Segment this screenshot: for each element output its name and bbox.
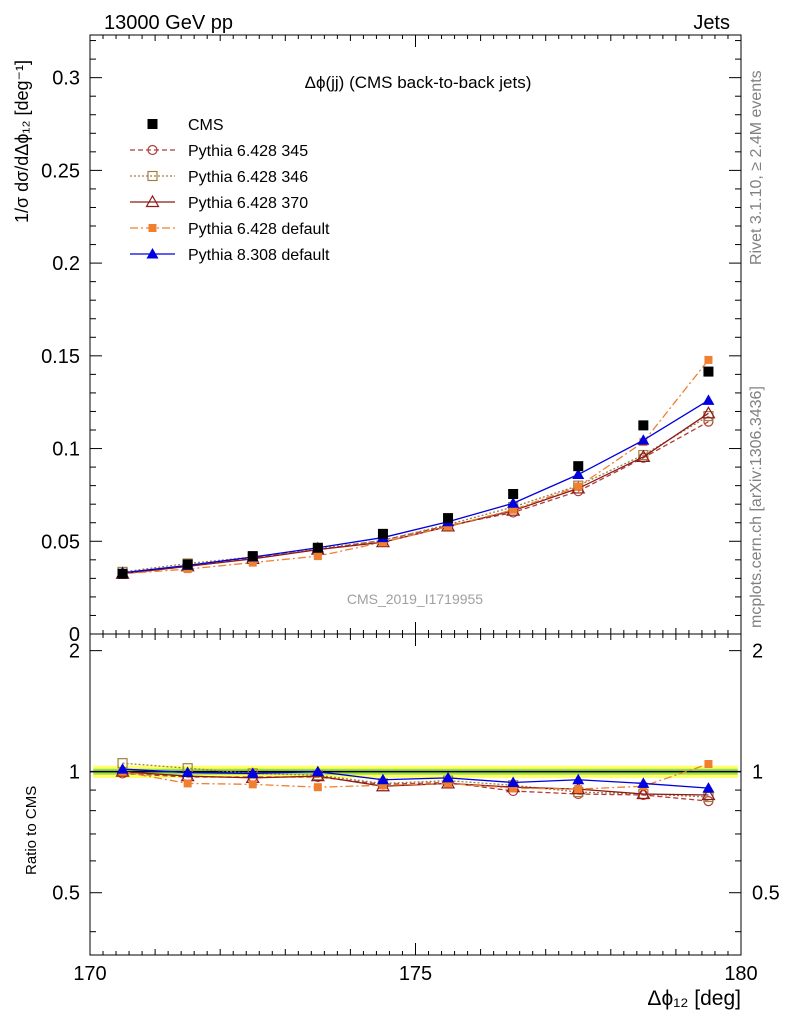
legend-marker-pythia-6-428-default bbox=[148, 224, 157, 232]
y-tick-label: 0.3 bbox=[52, 68, 80, 90]
point-cms bbox=[182, 559, 193, 570]
point-cms bbox=[377, 528, 388, 539]
point-pythia-6-428-default bbox=[704, 355, 713, 364]
series-line-pythia-6-428-370 bbox=[122, 412, 709, 575]
ratio-point-pythia-8-308-default bbox=[442, 771, 455, 783]
ratio-point-pythia-6-428-370 bbox=[636, 786, 651, 800]
y-tick-label: 0.15 bbox=[41, 346, 80, 368]
ratio-line-pythia-6-428-default bbox=[122, 763, 709, 790]
ratio-point-pythia-6-428-default bbox=[509, 784, 518, 793]
ratio-point-pythia-8-308-default bbox=[507, 776, 520, 787]
point-pythia-6-428-default bbox=[313, 552, 322, 561]
ratio-line-pythia-6-428-346 bbox=[122, 762, 709, 798]
ratio-point-pythia-8-308-default bbox=[702, 782, 715, 793]
series-line-pythia-6-428-default bbox=[122, 359, 709, 575]
legend-label-pythia-6-428-345: Pythia 6.428 345 bbox=[188, 143, 308, 160]
series-line-pythia-6-428-345 bbox=[122, 421, 709, 575]
ratio-point-pythia-8-308-default bbox=[311, 765, 324, 777]
y-tick-label: 0.2 bbox=[52, 253, 80, 275]
point-pythia-8-308-default bbox=[637, 434, 650, 445]
ratio-point-pythia-8-308-default bbox=[572, 773, 585, 785]
analysis-watermark: CMS_2019_I1719955 bbox=[347, 591, 483, 607]
legend-label-pythia-6-428-346: Pythia 6.428 346 bbox=[188, 169, 308, 186]
mcplots-label: mcplots.cern.ch [arXiv:1306.3436] bbox=[748, 386, 765, 628]
legend-marker-pythia-6-428-346 bbox=[147, 170, 158, 182]
x-axis-label: Δϕ₁₂ [deg] bbox=[647, 987, 741, 1010]
legend-marker-pythia-6-428-345 bbox=[147, 144, 158, 156]
point-pythia-8-308-default bbox=[572, 468, 585, 480]
point-pythia-6-428-370 bbox=[701, 406, 716, 419]
ratio-point-pythia-8-308-default bbox=[637, 777, 650, 788]
ratio-tick-label-right: 1 bbox=[752, 762, 763, 784]
legend-label-pythia-6-428-370: Pythia 6.428 370 bbox=[188, 195, 308, 212]
jets-label: Jets bbox=[693, 12, 730, 34]
legend-label-pythia-8-308-default: Pythia 8.308 default bbox=[188, 247, 330, 264]
series-line-pythia-6-428-346 bbox=[122, 415, 709, 573]
x-tick-label: 170 bbox=[73, 963, 106, 985]
point-pythia-6-428-370 bbox=[636, 449, 651, 462]
point-cms bbox=[312, 542, 323, 553]
point-pythia-6-428-default bbox=[378, 538, 387, 547]
legend-marker-pythia-6-428-370 bbox=[145, 194, 160, 208]
ratio-tick-label: 0.5 bbox=[52, 883, 80, 905]
ratio-point-pythia-8-308-default bbox=[376, 773, 389, 785]
point-pythia-6-428-default bbox=[509, 505, 518, 514]
point-cms bbox=[638, 420, 649, 431]
rivet-label: Rivet 3.1.10, ≥ 2.4M events bbox=[748, 70, 765, 265]
y-tick-label: 0 bbox=[69, 624, 80, 646]
main-panel: 0 0.05 0.1 0.15 0.2 0.25 0.3 Δϕ(jj) (CMS back-t… bbox=[12, 34, 742, 646]
point-pythia-6-428-default bbox=[248, 558, 257, 567]
point-cms bbox=[508, 488, 519, 499]
legend-label-cms: CMS bbox=[188, 117, 224, 134]
ratio-point-pythia-6-428-default bbox=[248, 780, 257, 789]
ratio-point-pythia-6-428-default bbox=[378, 781, 387, 790]
legend-marker-cms bbox=[147, 119, 158, 129]
ratio-line-pythia-8-308-default bbox=[122, 768, 709, 789]
ratio-point-pythia-8-308-default bbox=[246, 767, 259, 778]
point-pythia-6-428-345 bbox=[703, 416, 714, 427]
ratio-tick-label-right: 0.5 bbox=[752, 883, 780, 905]
series-line-pythia-8-308-default bbox=[122, 399, 709, 574]
plot-title: Δϕ(jj) (CMS back-to-back jets) bbox=[305, 73, 532, 92]
point-cms bbox=[247, 551, 258, 562]
collision-label: 13000 GeV pp bbox=[104, 12, 233, 34]
point-cms bbox=[117, 568, 128, 579]
ratio-tick-label: 2 bbox=[69, 641, 80, 663]
point-cms bbox=[703, 366, 714, 377]
point-cms bbox=[573, 461, 584, 472]
ratio-axis-label: Ratio to CMS bbox=[23, 786, 40, 875]
ratio-point-pythia-8-308-default bbox=[116, 763, 129, 774]
y-tick-label: 0.05 bbox=[41, 531, 80, 553]
y-tick-label: 0.25 bbox=[41, 160, 80, 182]
y-tick-label: 0.1 bbox=[52, 439, 80, 461]
legend-marker-pythia-8-308-default bbox=[146, 248, 159, 259]
ratio-point-pythia-6-428-370 bbox=[701, 787, 716, 801]
ratio-point-pythia-8-308-default bbox=[181, 766, 194, 778]
x-tick-label: 180 bbox=[724, 963, 757, 985]
ratio-point-pythia-6-428-default bbox=[183, 779, 192, 788]
ratio-point-pythia-6-428-default bbox=[574, 785, 583, 794]
ratio-point-pythia-6-428-default bbox=[313, 783, 322, 792]
point-pythia-8-308-default bbox=[507, 497, 520, 508]
x-tick-label: 175 bbox=[399, 963, 432, 985]
point-pythia-6-428-default bbox=[444, 522, 453, 531]
ratio-point-pythia-6-428-default bbox=[444, 779, 453, 788]
point-pythia-6-428-default bbox=[574, 482, 583, 491]
point-cms bbox=[443, 513, 454, 524]
ratio-tick-label-right: 2 bbox=[752, 641, 763, 663]
ratio-tick-label: 1 bbox=[69, 762, 80, 784]
point-pythia-8-308-default bbox=[702, 394, 715, 405]
legend-label-pythia-6-428-default: Pythia 6.428 default bbox=[188, 221, 330, 238]
ratio-point-pythia-6-428-default bbox=[704, 759, 713, 768]
y-axis-label: 1/σ dσ/dΔϕ₁₂ [deg⁻¹] bbox=[12, 60, 32, 223]
ratio-panel: 170 175 180 0.5 0.5 1 1 2 2 Δϕ₁₂ [deg] Ratio to CM… bbox=[23, 633, 780, 1010]
